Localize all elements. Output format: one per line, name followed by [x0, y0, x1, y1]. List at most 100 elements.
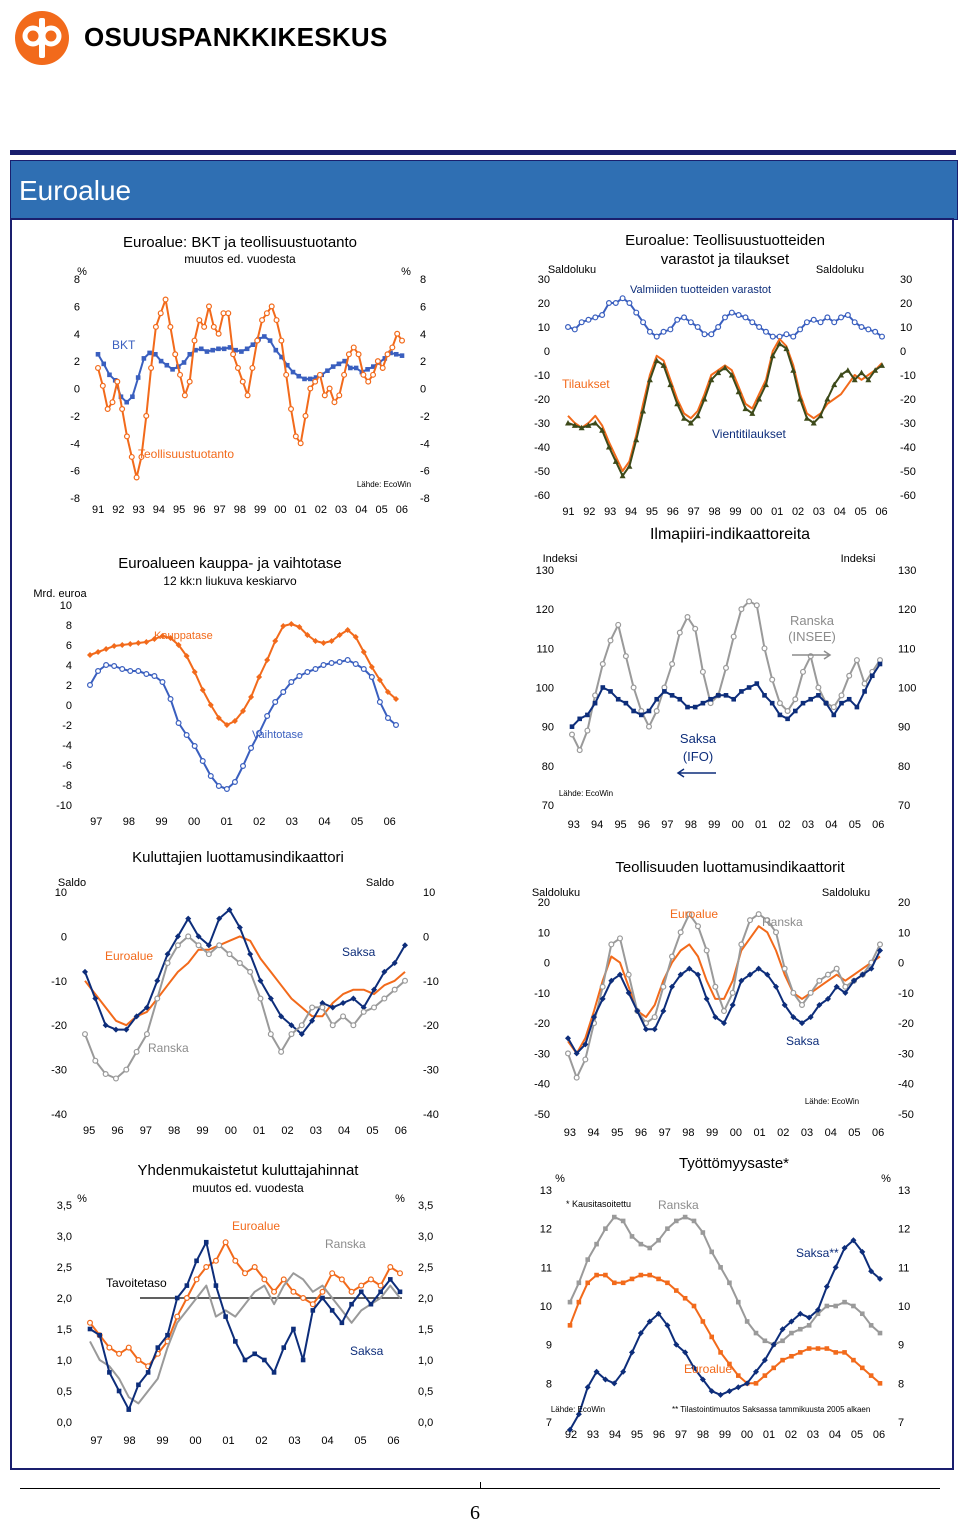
- data-point-ranska-insee: [584, 727, 591, 734]
- data-point-ranska: [112, 1075, 119, 1082]
- data-point-saksa: [591, 1014, 597, 1021]
- data-point-vientitilaukset: [824, 396, 831, 402]
- series-label-tavoite: Tavoitetaso: [106, 1276, 167, 1290]
- data-point-ranska-insee: [853, 657, 860, 664]
- data-point-teollisuustuotanto: [307, 385, 314, 392]
- y-tick-label-left: 0,0: [57, 1417, 72, 1429]
- data-point-euroalue: [212, 1257, 219, 1264]
- data-point-bkt: [170, 367, 175, 372]
- data-point-vientitilaukset: [749, 410, 756, 416]
- y-tick-label-left: -4: [70, 438, 80, 450]
- data-point-bkt: [302, 376, 307, 382]
- data-point-ranska: [735, 1299, 741, 1305]
- x-tick-label: 01: [753, 1127, 765, 1139]
- data-point-saksa-ifo: [623, 700, 629, 706]
- y-tick-label-right: -50: [900, 466, 916, 478]
- chart-source: Lähde: EcoWin: [357, 480, 411, 489]
- data-point-bkt: [262, 334, 267, 339]
- data-point-valmiiden-tuotteiden-varastot: [803, 319, 810, 326]
- data-point-saksa: [360, 1004, 367, 1011]
- data-point-vaihtotase: [264, 713, 271, 720]
- data-point-vaihtotase: [167, 696, 174, 703]
- data-point-vaihtotase: [127, 667, 134, 674]
- y-tick-label-right: 10: [423, 887, 435, 899]
- y-tick-label-left: 9: [546, 1340, 552, 1352]
- data-point-bkt: [279, 354, 284, 360]
- data-point-ranska: [620, 1218, 626, 1224]
- data-point-bkt: [273, 347, 279, 353]
- data-point-euroalue: [329, 1270, 336, 1277]
- y-tick-label-left: -2: [70, 411, 80, 423]
- data-point-bkt: [307, 376, 313, 382]
- data-point-bkt: [204, 349, 210, 354]
- data-point-bkt: [284, 362, 290, 368]
- x-tick-label: 92: [583, 506, 595, 518]
- data-point-ranska: [267, 1031, 274, 1038]
- data-point-euroalue: [271, 1288, 278, 1295]
- y-tick-label-right: -2: [420, 411, 430, 423]
- data-point-teollisuustuotanto: [114, 378, 121, 385]
- data-point-teollisuustuotanto: [326, 385, 333, 392]
- data-point-saksa: [82, 968, 88, 975]
- data-point-saksa: [195, 933, 202, 940]
- y-tick-label-right: 0,5: [418, 1386, 433, 1398]
- data-point-valmiiden-tuotteiden-varastot: [879, 333, 886, 340]
- data-point-teollisuustuotanto: [355, 351, 362, 358]
- data-point-saksa-ifo: [793, 708, 798, 714]
- data-point-kauppatase: [352, 634, 359, 640]
- data-point-ranska-insee: [622, 653, 629, 660]
- chart-title: Euroalueen kauppa- ja vaihtotase: [118, 555, 342, 572]
- data-point-saksa: [565, 1035, 571, 1042]
- series-label-ranska: Ranska: [658, 1198, 699, 1212]
- x-tick-label: 98: [168, 1125, 180, 1137]
- data-point-euroalue: [377, 1282, 384, 1289]
- data-point-euroalue: [771, 1365, 777, 1371]
- data-point-saksa: [252, 1351, 257, 1357]
- data-point-bkt: [393, 351, 399, 357]
- x-tick-label: 95: [646, 506, 658, 518]
- chart-title: Euroalue: BKT ja teollisuustuotanto: [123, 234, 357, 251]
- y-tick-label-right: -10: [423, 976, 439, 988]
- data-point-ranska-insee: [576, 747, 583, 754]
- x-tick-label: 96: [635, 1127, 647, 1139]
- data-point-vientitilaukset: [592, 420, 599, 426]
- y-tick-label-left: 30: [538, 274, 550, 286]
- panel-teollisuus: Teollisuuden luottamusindikaattorit Saldo…: [520, 852, 940, 1142]
- data-point-ranska: [257, 995, 264, 1002]
- data-point-vaihtotase: [175, 720, 182, 727]
- data-point-ranska: [164, 960, 171, 967]
- data-point-saksa: [660, 1008, 667, 1015]
- data-point-bkt: [399, 353, 405, 358]
- data-point-saksa: [747, 971, 753, 978]
- data-point-ranska: [806, 1323, 812, 1328]
- data-point-saksa: [154, 977, 161, 984]
- data-point-euroalue: [242, 1270, 249, 1277]
- data-point-ranska-insee: [784, 708, 791, 715]
- data-point-euroalue: [300, 1295, 307, 1302]
- data-point-ranska: [780, 1338, 785, 1344]
- data-point-ranska: [371, 1004, 378, 1011]
- series-label-euro: Euroalue: [670, 907, 718, 921]
- data-point-ranska-insee: [738, 606, 745, 613]
- data-point-valmiiden-tuotteiden-varastot: [571, 326, 578, 333]
- data-point-kauppatase: [240, 708, 246, 714]
- data-point-valmiiden-tuotteiden-varastot: [817, 319, 824, 326]
- y-axis-label-left: Saldoluku: [548, 264, 596, 276]
- data-point-vientitilaukset: [756, 396, 763, 402]
- data-point-saksa-ifo: [692, 704, 698, 710]
- data-point-vaihtotase: [368, 674, 375, 681]
- data-point-vientitilaukset: [667, 381, 674, 388]
- data-point-teollisuustuotanto: [201, 323, 208, 330]
- data-point-euroalue: [665, 1280, 670, 1286]
- data-point-saksa: [699, 1376, 706, 1383]
- x-tick-label: 00: [225, 1125, 237, 1137]
- data-point-saksa: [194, 1258, 199, 1264]
- data-point-vaihtotase: [111, 662, 118, 669]
- y-tick-label-left: 20: [538, 897, 550, 909]
- data-point-ranska: [288, 1031, 295, 1038]
- x-tick-label: 93: [564, 1127, 576, 1139]
- data-point-saksa-ifo: [862, 689, 867, 694]
- x-tick-label: 03: [802, 819, 814, 831]
- data-point-saksa-ifo: [677, 696, 683, 702]
- x-tick-label: 98: [682, 1127, 694, 1139]
